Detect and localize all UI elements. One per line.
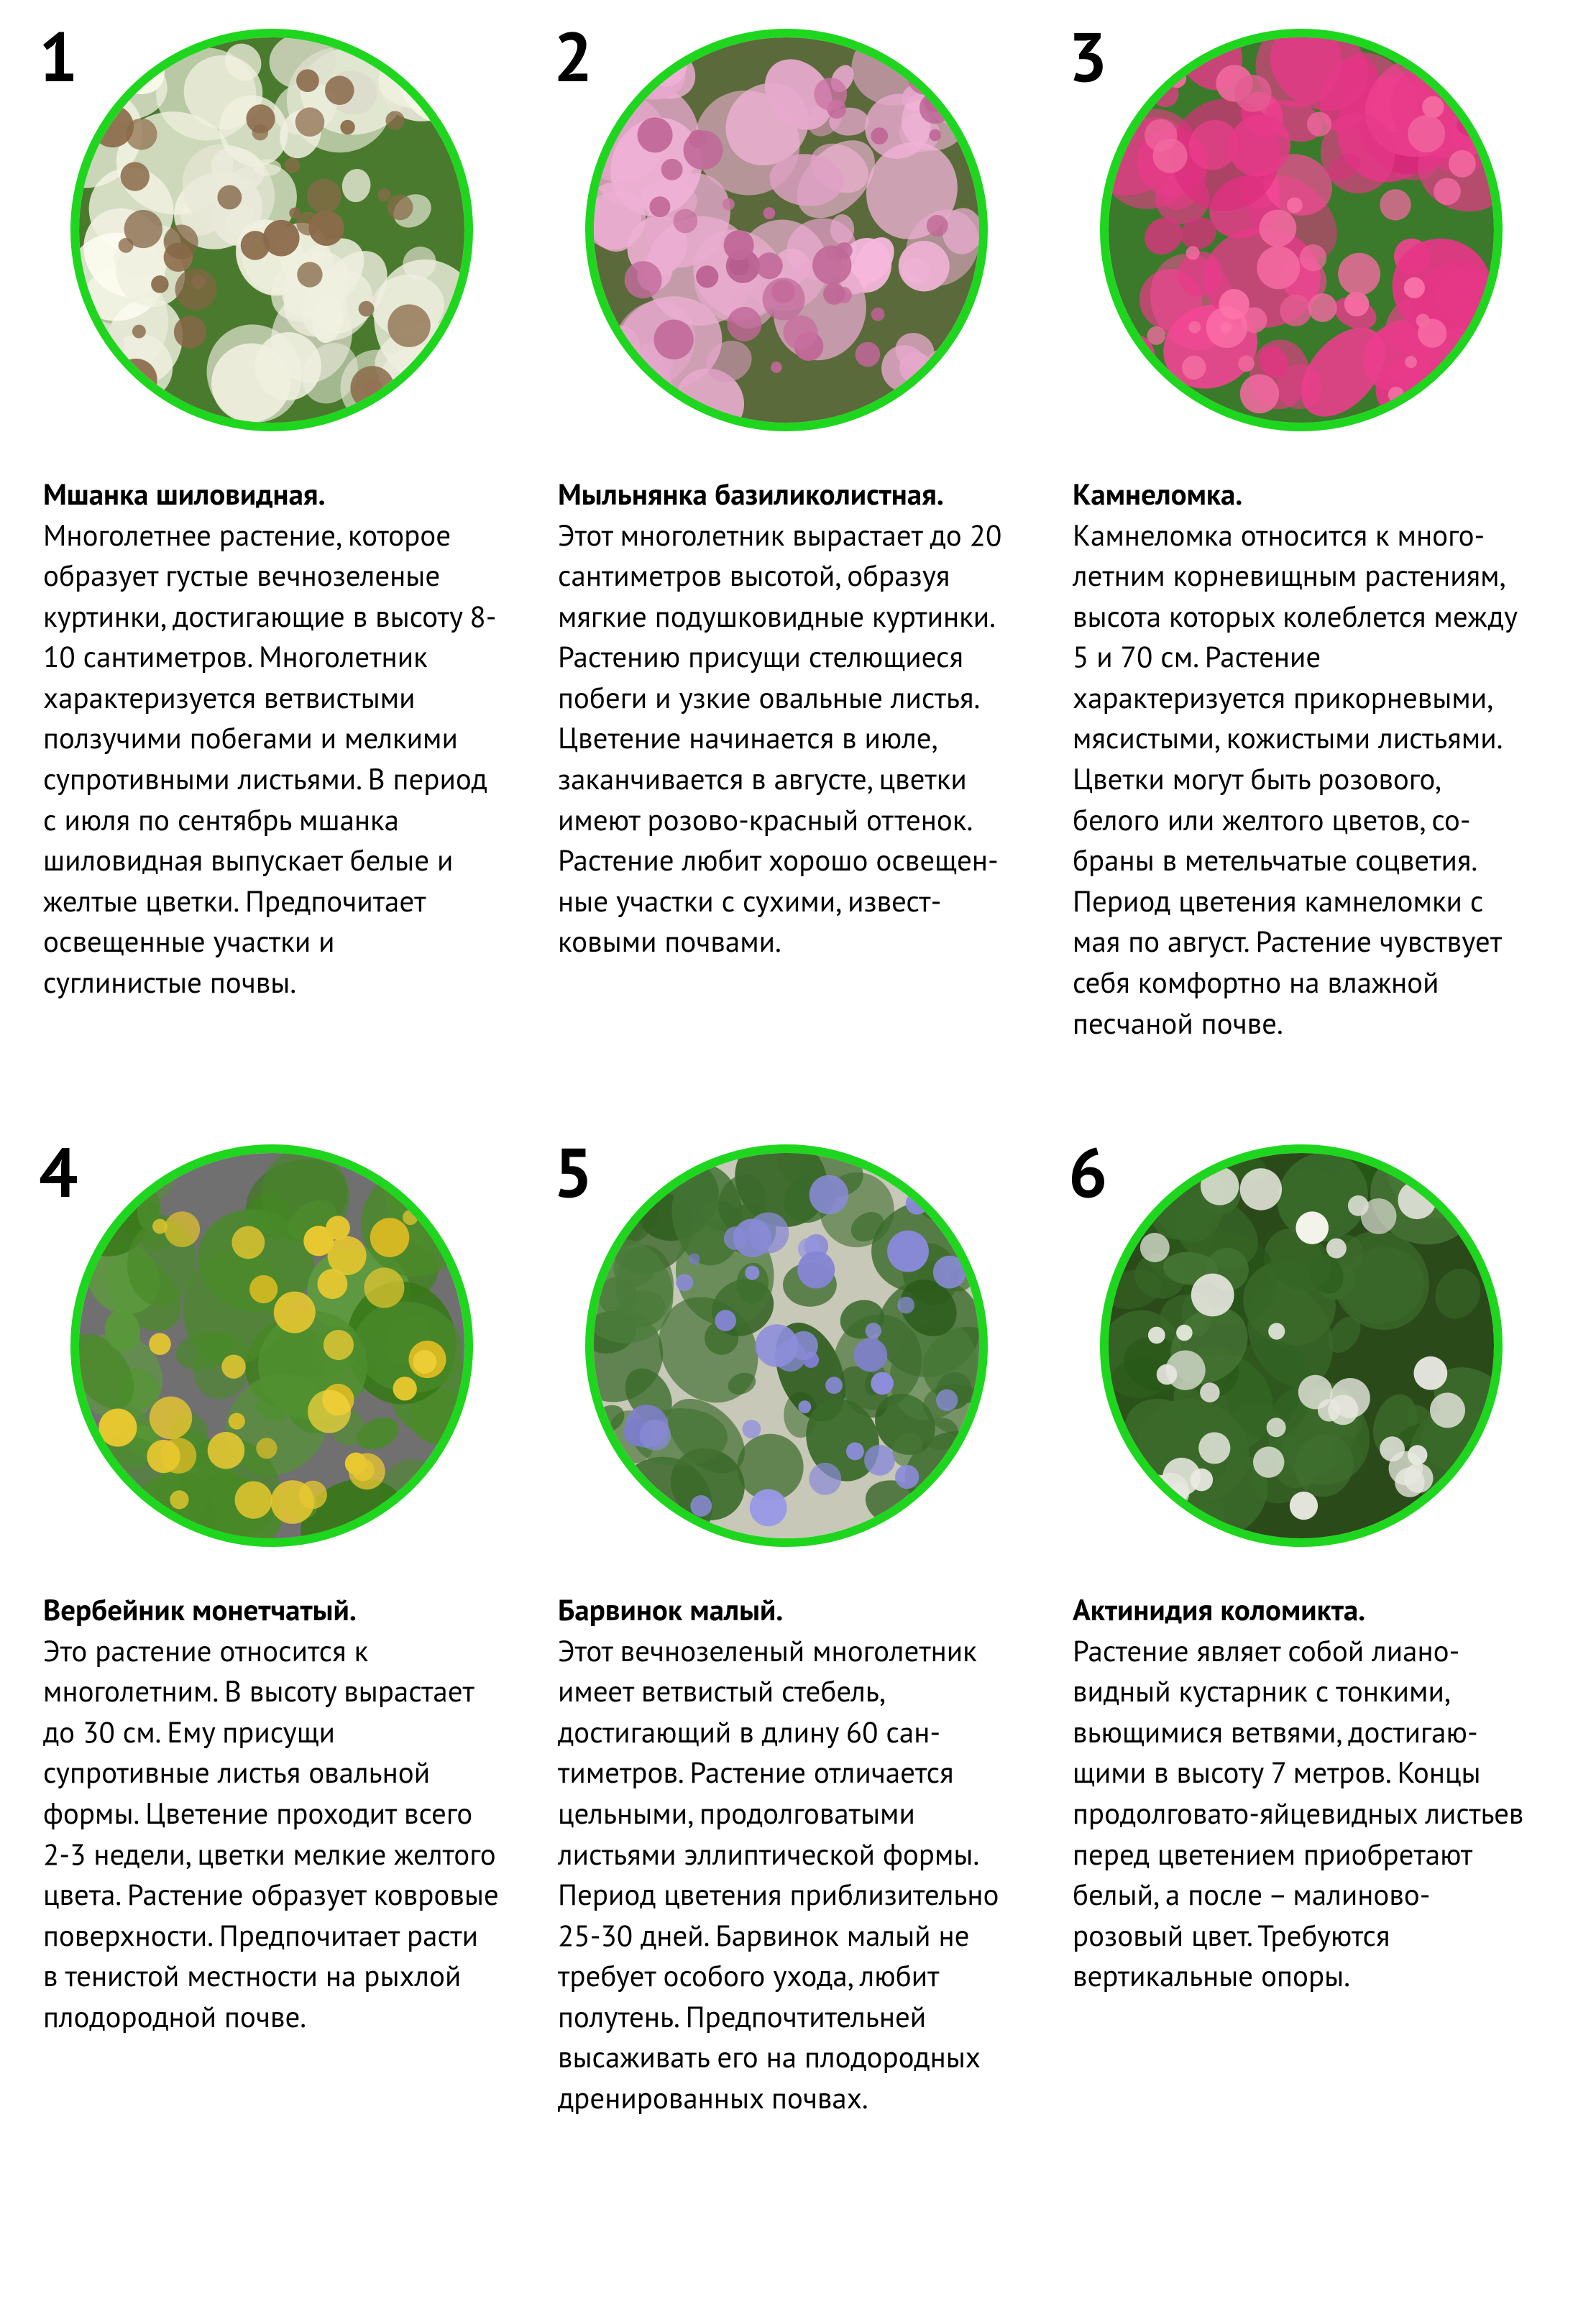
plant-text: Барвинок малый.Этот вечнозеленый многоле…: [558, 1590, 1015, 2119]
plant-card: 2 Мыльнянка базиликолистная.Этот многоле…: [558, 29, 1015, 1044]
plant-title: Барвинок малый.: [558, 1591, 783, 1629]
plant-card: 1 Мшанка шиловидная.Многолетнее растение…: [43, 29, 500, 1044]
plant-photo: [585, 1144, 988, 1547]
plant-number: 5: [554, 1137, 591, 1206]
plant-image-wrap: 2: [558, 29, 1015, 431]
plant-photo: [585, 29, 988, 431]
plant-description: Растение являет собой лиано­видный куста…: [1073, 1632, 1523, 1995]
plant-title: Вербейник монетчатый.: [43, 1591, 357, 1629]
plant-description: Этот вечнозеленый многолет­ник имеет вет…: [558, 1632, 999, 2117]
plant-card: 4 Вербейник монетчатый.Это растение отно…: [43, 1144, 500, 2119]
plant-description: Многолетнее растение, которое образует г…: [43, 516, 497, 1001]
plant-title: Мыльнянка базиликолистная.: [558, 475, 944, 513]
plant-image-wrap: 3: [1073, 29, 1530, 431]
plant-title: Мшанка шиловидная.: [43, 475, 326, 513]
plant-card: 6 Актинидия коломикта.Растение являет со…: [1073, 1144, 1530, 2119]
plant-title: Камнеломка.: [1073, 475, 1242, 513]
plant-text: Мыльнянка базиликолистная.Этот многолетн…: [558, 474, 1015, 963]
plant-text: Актинидия коломикта.Растение являет собо…: [1073, 1590, 1530, 1997]
plant-number: 6: [1068, 1137, 1106, 1206]
plant-number: 3: [1068, 22, 1106, 91]
plant-image-wrap: 6: [1073, 1144, 1530, 1547]
plant-image-wrap: 4: [43, 1144, 500, 1547]
plant-photo: [70, 29, 473, 431]
plant-text: Мшанка шиловидная.Многолетнее растение, …: [43, 474, 500, 1003]
plant-description: Камнеломка относится к много­летним корн…: [1073, 516, 1516, 1042]
plant-card: 3 Камнеломка.Камнеломка относится к мног…: [1073, 29, 1530, 1044]
plant-number: 2: [554, 22, 591, 91]
plant-number: 1: [39, 22, 76, 91]
plant-image-wrap: 1: [43, 29, 500, 431]
plant-grid: 1 Мшанка шиловидная.Многолетнее растение…: [43, 29, 1530, 2119]
plant-description: Это растение относится к многолетним. В …: [43, 1632, 499, 2036]
plant-photo: [1100, 1144, 1503, 1547]
plant-number: 4: [39, 1137, 76, 1206]
plant-card: 5 Барвинок малый.Этот вечнозеленый много…: [558, 1144, 1015, 2119]
plant-image-wrap: 5: [558, 1144, 1015, 1547]
plant-text: Камнеломка.Камнеломка относится к много­…: [1073, 474, 1530, 1044]
plant-photo: [1100, 29, 1503, 431]
plant-text: Вербейник монетчатый.Это растение относи…: [43, 1590, 500, 2037]
plant-photo: [70, 1144, 473, 1547]
plant-description: Этот многолетник вырастает до 20 сантиме…: [558, 516, 1001, 961]
plant-title: Актинидия коломикта.: [1073, 1591, 1365, 1629]
